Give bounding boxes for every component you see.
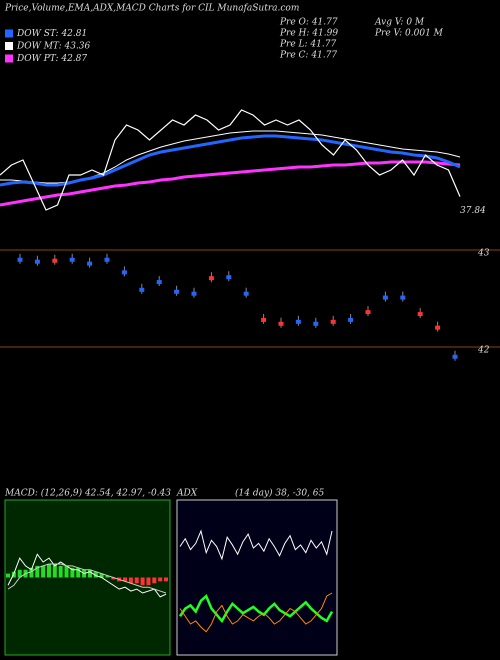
candle: [226, 275, 232, 280]
y-tick-label: 43: [477, 249, 490, 259]
legend-swatch: [5, 54, 13, 63]
candle: [174, 289, 180, 294]
histogram-bar: [35, 565, 40, 578]
candle: [278, 321, 284, 326]
stat: Pre O: 41.77: [279, 18, 338, 28]
histogram-bar: [93, 571, 98, 578]
candle: [243, 291, 249, 296]
candle: [348, 317, 354, 322]
legend-swatch: [5, 42, 13, 50]
adx-title: ADX: [176, 489, 198, 499]
histogram-bar: [6, 573, 10, 578]
candle: [261, 317, 267, 322]
histogram-bar: [64, 565, 69, 578]
y-tick-label: 42: [477, 346, 490, 356]
candle: [313, 321, 319, 326]
candle: [417, 312, 423, 317]
price-line: [0, 109, 461, 211]
histogram-bar: [99, 573, 104, 578]
candle: [69, 257, 75, 262]
candle: [435, 325, 441, 330]
stat: Pre V: 0.001 M: [374, 29, 444, 39]
histogram-bar: [76, 567, 81, 578]
price-line: [0, 160, 461, 207]
chart-title: Price,Volume,EMA,ADX,MACD Charts for CIL…: [4, 4, 299, 14]
histogram-bar: [146, 577, 151, 586]
histogram-bar: [29, 567, 34, 578]
histogram-bar: [128, 577, 133, 584]
histogram-bar: [52, 563, 57, 578]
stat: Pre H: 41.99: [279, 29, 338, 39]
stat: Pre C: 41.77: [279, 51, 337, 61]
candle: [208, 276, 214, 281]
legend-entry: DOW PT: 42.87: [16, 54, 87, 64]
histogram-bar: [17, 569, 22, 578]
histogram-bar: [58, 565, 63, 578]
histogram-bar: [140, 577, 145, 586]
candle: [17, 257, 23, 262]
histogram-bar: [152, 577, 157, 584]
adx-line: [179, 592, 333, 633]
candle: [382, 295, 388, 300]
candle: [104, 257, 110, 262]
macd-line: [7, 563, 167, 594]
candle: [121, 270, 127, 275]
candle: [87, 261, 93, 266]
adx-panel: [176, 499, 338, 656]
histogram-bar: [164, 577, 168, 582]
histogram-bar: [105, 575, 110, 578]
candle: [52, 258, 58, 263]
stat: Avg V: 0 M: [374, 18, 425, 28]
stat: Pre L: 41.77: [279, 40, 336, 50]
legend-entry: DOW MT: 43.36: [16, 42, 91, 52]
histogram-bar: [134, 577, 139, 584]
histogram-bar: [87, 569, 92, 578]
candle: [295, 319, 301, 324]
candle: [400, 295, 406, 300]
adx-line: [179, 529, 333, 561]
histogram-bar: [46, 563, 51, 578]
price-line: [0, 134, 461, 187]
histogram-bar: [41, 565, 46, 578]
annotation: 37.84: [460, 206, 486, 216]
macd-title: MACD: (12,26,9) 42.54, 42.97, -0.43: [4, 488, 171, 499]
candle: [139, 287, 145, 292]
macd-line: [7, 553, 167, 598]
adx-subtitle: (14 day) 38, -30, 65: [235, 488, 325, 499]
histogram-bar: [123, 577, 128, 582]
adx-line: [178, 594, 334, 624]
histogram-bar: [158, 577, 163, 582]
candle: [191, 291, 197, 296]
histogram-bar: [111, 577, 116, 580]
histogram-bar: [70, 567, 75, 578]
candle: [330, 319, 336, 324]
candle: [365, 310, 371, 315]
candle: [452, 354, 458, 359]
legend-entry: DOW ST: 42.81: [16, 29, 87, 39]
legend-swatch: [5, 29, 13, 38]
candle: [34, 259, 40, 264]
candle: [156, 280, 162, 285]
